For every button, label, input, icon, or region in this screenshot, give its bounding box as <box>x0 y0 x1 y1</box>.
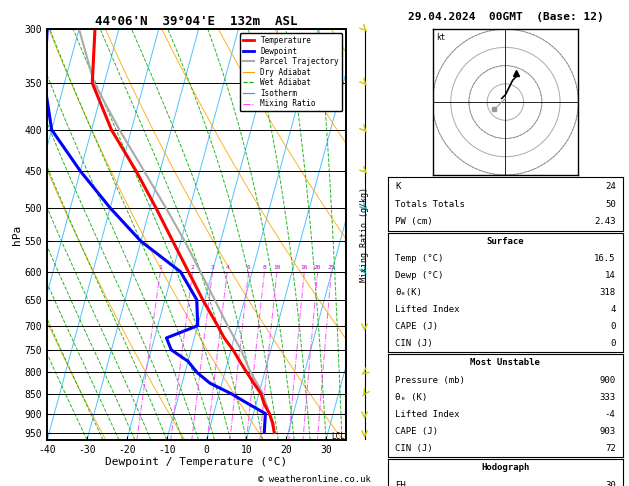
Text: 1: 1 <box>159 265 162 270</box>
Text: CAPE (J): CAPE (J) <box>395 322 438 331</box>
Text: 24: 24 <box>605 182 616 191</box>
Text: 30: 30 <box>605 481 616 486</box>
Text: 0: 0 <box>610 322 616 331</box>
Text: θₑ (K): θₑ (K) <box>395 393 427 402</box>
Text: 900: 900 <box>599 376 616 384</box>
Text: LCL: LCL <box>331 432 345 441</box>
Text: PW (cm): PW (cm) <box>395 217 433 226</box>
Text: 4: 4 <box>610 305 616 314</box>
Text: 8: 8 <box>262 265 266 270</box>
Text: 903: 903 <box>599 427 616 436</box>
Text: Temp (°C): Temp (°C) <box>395 254 443 263</box>
Text: Surface: Surface <box>487 237 524 246</box>
Text: 333: 333 <box>599 393 616 402</box>
Text: Dewp (°C): Dewp (°C) <box>395 271 443 280</box>
Text: 6: 6 <box>247 265 250 270</box>
X-axis label: Dewpoint / Temperature (°C): Dewpoint / Temperature (°C) <box>106 457 287 468</box>
Text: CAPE (J): CAPE (J) <box>395 427 438 436</box>
Y-axis label: km
ASL: km ASL <box>365 225 380 244</box>
Text: Most Unstable: Most Unstable <box>470 358 540 367</box>
Text: 25: 25 <box>328 265 335 270</box>
Text: kt: kt <box>436 33 445 42</box>
Text: 10: 10 <box>273 265 281 270</box>
Text: Hodograph: Hodograph <box>481 464 530 472</box>
Text: 2.43: 2.43 <box>594 217 616 226</box>
Text: © weatheronline.co.uk: © weatheronline.co.uk <box>258 474 371 484</box>
Text: 0: 0 <box>610 339 616 348</box>
Text: 2: 2 <box>191 265 194 270</box>
Text: θₑ(K): θₑ(K) <box>395 288 422 297</box>
Text: 50: 50 <box>605 200 616 208</box>
Text: 20: 20 <box>314 265 321 270</box>
Y-axis label: hPa: hPa <box>12 225 22 244</box>
Legend: Temperature, Dewpoint, Parcel Trajectory, Dry Adiabat, Wet Adiabat, Isotherm, Mi: Temperature, Dewpoint, Parcel Trajectory… <box>240 33 342 111</box>
Text: 4: 4 <box>225 265 229 270</box>
Title: 44°06'N  39°04'E  132m  ASL: 44°06'N 39°04'E 132m ASL <box>96 15 298 28</box>
Text: 16.5: 16.5 <box>594 254 616 263</box>
Text: -4: -4 <box>605 410 616 419</box>
Text: CIN (J): CIN (J) <box>395 444 433 453</box>
Text: Lifted Index: Lifted Index <box>395 305 460 314</box>
Text: 72: 72 <box>605 444 616 453</box>
Text: 318: 318 <box>599 288 616 297</box>
Text: EH: EH <box>395 481 406 486</box>
Text: 14: 14 <box>605 271 616 280</box>
Text: 16: 16 <box>301 265 308 270</box>
Text: CIN (J): CIN (J) <box>395 339 433 348</box>
Text: 29.04.2024  00GMT  (Base: 12): 29.04.2024 00GMT (Base: 12) <box>408 12 603 22</box>
Text: Lifted Index: Lifted Index <box>395 410 460 419</box>
Text: K: K <box>395 182 401 191</box>
Text: Mixing Ratio (g/kg): Mixing Ratio (g/kg) <box>360 187 369 282</box>
Text: Totals Totals: Totals Totals <box>395 200 465 208</box>
Text: 3: 3 <box>211 265 214 270</box>
Text: Pressure (mb): Pressure (mb) <box>395 376 465 384</box>
